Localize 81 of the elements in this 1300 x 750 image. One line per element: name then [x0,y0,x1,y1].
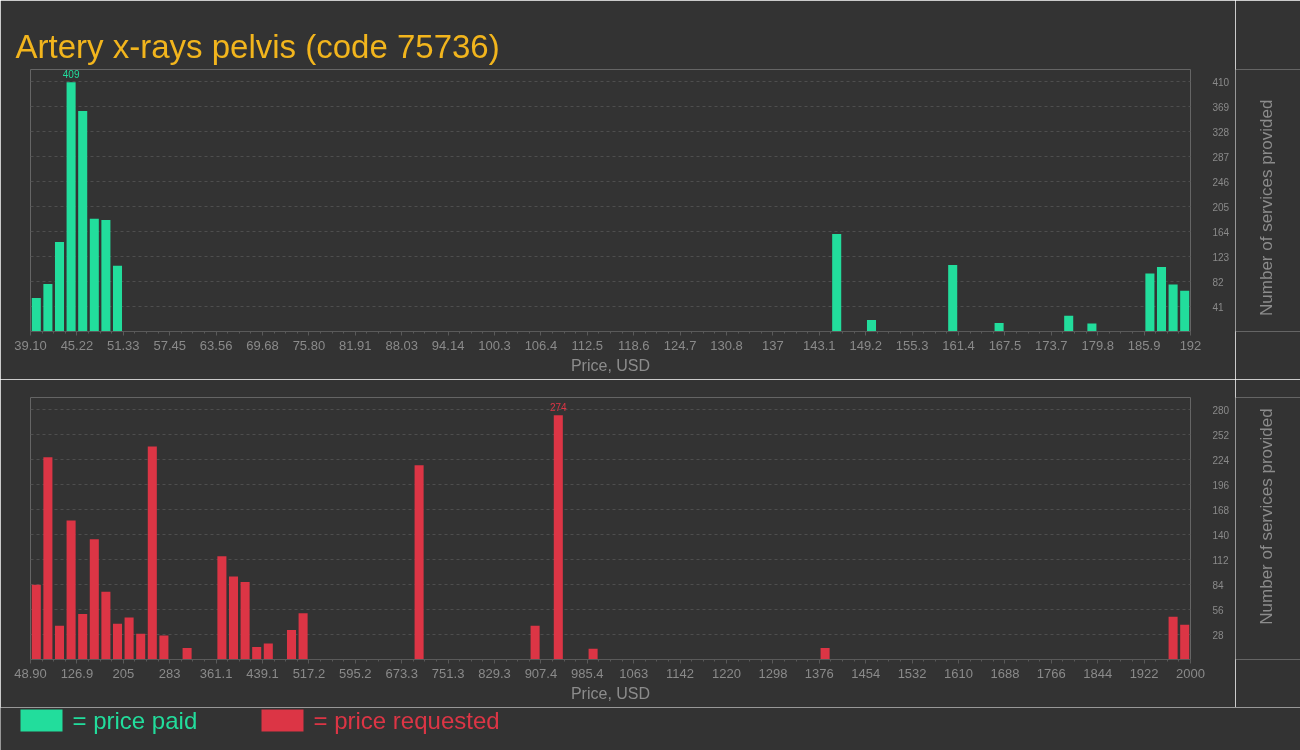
x-tick-label: 673.3 [385,665,418,681]
x-tick-label: 39.10 [14,337,47,353]
x-tick-label: 1454 [851,665,881,681]
y-tick-label: 41 [1212,301,1225,313]
x-tick-label: 1376 [804,665,834,681]
x-tick-label: 1688 [990,665,1020,681]
x-tick-label: 48.90 [14,665,47,681]
x-tick-label: 149.2 [849,337,882,353]
y-tick-label: 328 [1212,126,1230,138]
data-label: 274 [549,402,568,414]
x-tick-label: 137 [762,337,784,353]
x-tick-label: 1844 [1083,665,1113,681]
x-tick-label: 69.68 [246,337,279,353]
y-tick-label: 280 [1212,404,1230,416]
x-tick-label: 205 [112,665,135,681]
x-tick-label: 1063 [619,665,649,681]
x-tick-label: 439.1 [246,665,279,681]
x-tick-label: 130.8 [710,337,743,353]
y-tick-label: 123 [1212,251,1230,263]
x-tick-label: 829.3 [478,665,511,681]
x-tick-label: 751.3 [431,665,465,681]
x-axis-title: Price, USD [570,684,651,702]
y-tick-label: 410 [1212,76,1230,88]
x-tick-label: 94.14 [431,337,465,353]
y-tick-label: 56 [1212,604,1225,616]
x-tick-label: 81.91 [339,337,372,353]
y-tick-label: 252 [1212,429,1230,441]
x-tick-label: 1220 [712,665,741,681]
x-tick-label: 124.7 [663,337,697,353]
x-tick-label: 100.3 [478,337,511,353]
x-tick-label: 155.3 [895,337,929,353]
y-tick-label: 84 [1212,579,1225,591]
x-tick-label: 283 [158,665,181,681]
x-axis-title: Price, USD [570,356,651,374]
y-tick-label: 112 [1212,554,1229,566]
x-tick-label: 75.80 [292,337,326,353]
x-tick-label: 88.03 [385,337,418,353]
x-tick-label: 517.2 [292,665,326,681]
x-tick-label: 106.4 [524,337,558,353]
y-tick-label: 196 [1212,479,1230,491]
x-tick-label: 1298 [758,665,788,681]
x-tick-label: 192 [1179,337,1202,353]
legend-label: = price paid [72,707,198,734]
x-tick-label: 1766 [1036,665,1066,681]
y-tick-label: 140 [1212,529,1230,541]
x-tick-label: 1610 [944,665,973,681]
x-tick-label: 167.5 [988,337,1022,353]
legend-label: = price requested [313,707,500,734]
x-tick-label: 63.56 [199,337,233,353]
x-tick-label: 1142 [666,665,695,681]
x-tick-label: 126.9 [60,665,94,681]
x-tick-label: 985.4 [571,665,604,681]
y-tick-label: 28 [1212,629,1225,641]
y-tick-label: 369 [1212,101,1230,113]
x-tick-label: 185.9 [1127,337,1161,353]
x-tick-label: 179.8 [1081,337,1114,353]
chart-title: Artery x-rays pelvis (code 75736) [15,27,500,65]
y-tick-label: 168 [1212,504,1230,516]
x-tick-label: 51.33 [107,337,140,353]
x-tick-label: 1922 [1129,665,1159,681]
y-tick-label: 246 [1212,176,1230,188]
y-tick-label: 205 [1212,201,1230,213]
x-tick-label: 57.45 [153,337,186,353]
x-tick-label: 595.2 [339,665,372,681]
x-tick-label: 161.4 [942,337,975,353]
x-tick-label: 118.6 [617,337,650,353]
x-tick-label: 2000 [1176,665,1205,681]
x-tick-label: 112.5 [571,337,604,353]
x-tick-label: 361.1 [199,665,233,681]
x-tick-label: 143.1 [803,337,836,353]
y-axis-title: Number of services provided [1256,408,1276,625]
y-tick-label: 287 [1212,151,1230,163]
y-axis-title: Number of services provided [1256,99,1276,316]
y-tick-label: 82 [1212,276,1225,288]
x-tick-label: 173.7 [1035,337,1068,353]
x-tick-label: 907.4 [524,665,558,681]
y-tick-label: 224 [1212,454,1230,466]
x-tick-label: 45.22 [60,337,94,353]
data-label: 409 [62,69,80,81]
x-tick-label: 1532 [897,665,927,681]
y-tick-label: 164 [1212,226,1230,238]
